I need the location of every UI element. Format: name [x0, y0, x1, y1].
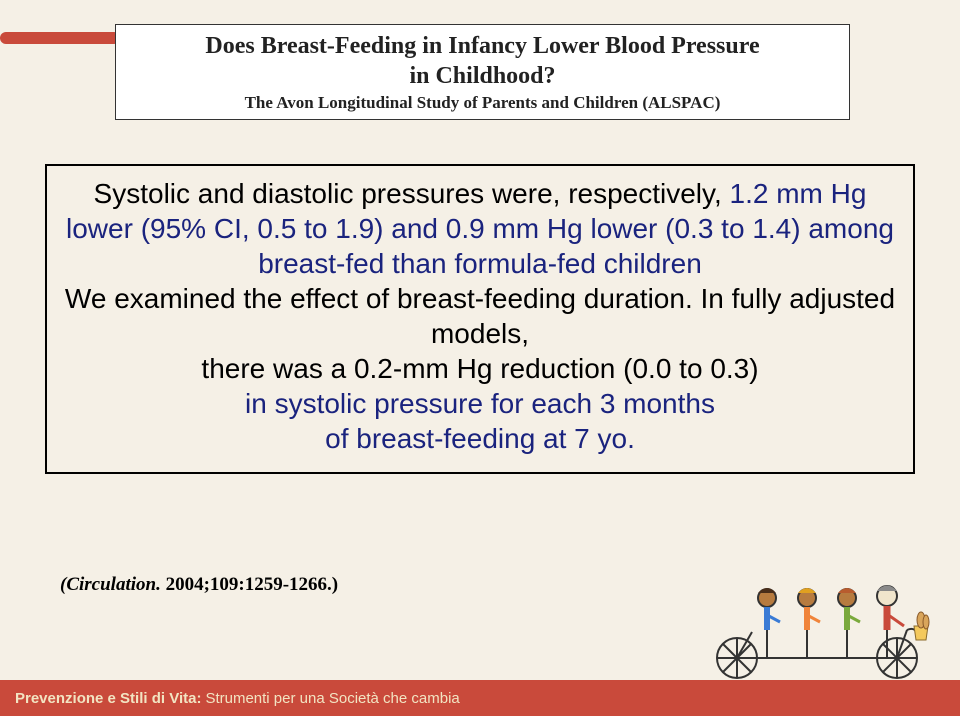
accent-bar: [0, 32, 120, 44]
citation-rest: 2004;109:1259-1266.): [161, 574, 338, 595]
footer-strong: Prevenzione e Stili di Vita:: [15, 690, 201, 707]
bicycle-illustration: [692, 560, 942, 680]
body-paragraph-2: We examined the effect of breast-feeding…: [61, 281, 899, 456]
title-line1: Does Breast-Feeding in Infancy Lower Blo…: [124, 31, 841, 61]
body-p2-black-a: We examined the effect of breast-feeding…: [65, 283, 895, 349]
citation: (Circulation. 2004;109:1259-1266.): [60, 574, 338, 596]
rider-1: [758, 588, 780, 630]
body-paragraph-1: Systolic and diastolic pressures were, r…: [61, 176, 899, 281]
footer-light: Strumenti per una Società che cambia: [205, 690, 459, 707]
slide-canvas: Does Breast-Feeding in Infancy Lower Blo…: [0, 0, 960, 716]
body-box: Systolic and diastolic pressures were, r…: [45, 164, 915, 474]
citation-journal: (Circulation.: [60, 574, 161, 595]
basket-icon: [914, 612, 929, 640]
rider-3: [838, 588, 860, 630]
footer-bar: Prevenzione e Stili di Vita: Strumenti p…: [0, 680, 960, 716]
rider-4: [877, 586, 904, 631]
title-subtitle: The Avon Longitudinal Study of Parents a…: [124, 93, 841, 113]
title-box: Does Breast-Feeding in Infancy Lower Blo…: [115, 24, 850, 120]
body-p1-black: Systolic and diastolic pressures were, r…: [94, 178, 722, 209]
body-p2-blue-a: in systolic pressure for each 3 months: [245, 388, 715, 419]
rider-2: [798, 588, 820, 630]
title-line2: in Childhood?: [124, 61, 841, 91]
body-p2-black-b: there was a 0.2-mm Hg reduction (0.0 to …: [201, 353, 758, 384]
body-p2-blue-b: of breast-feeding at 7 yo.: [325, 423, 635, 454]
